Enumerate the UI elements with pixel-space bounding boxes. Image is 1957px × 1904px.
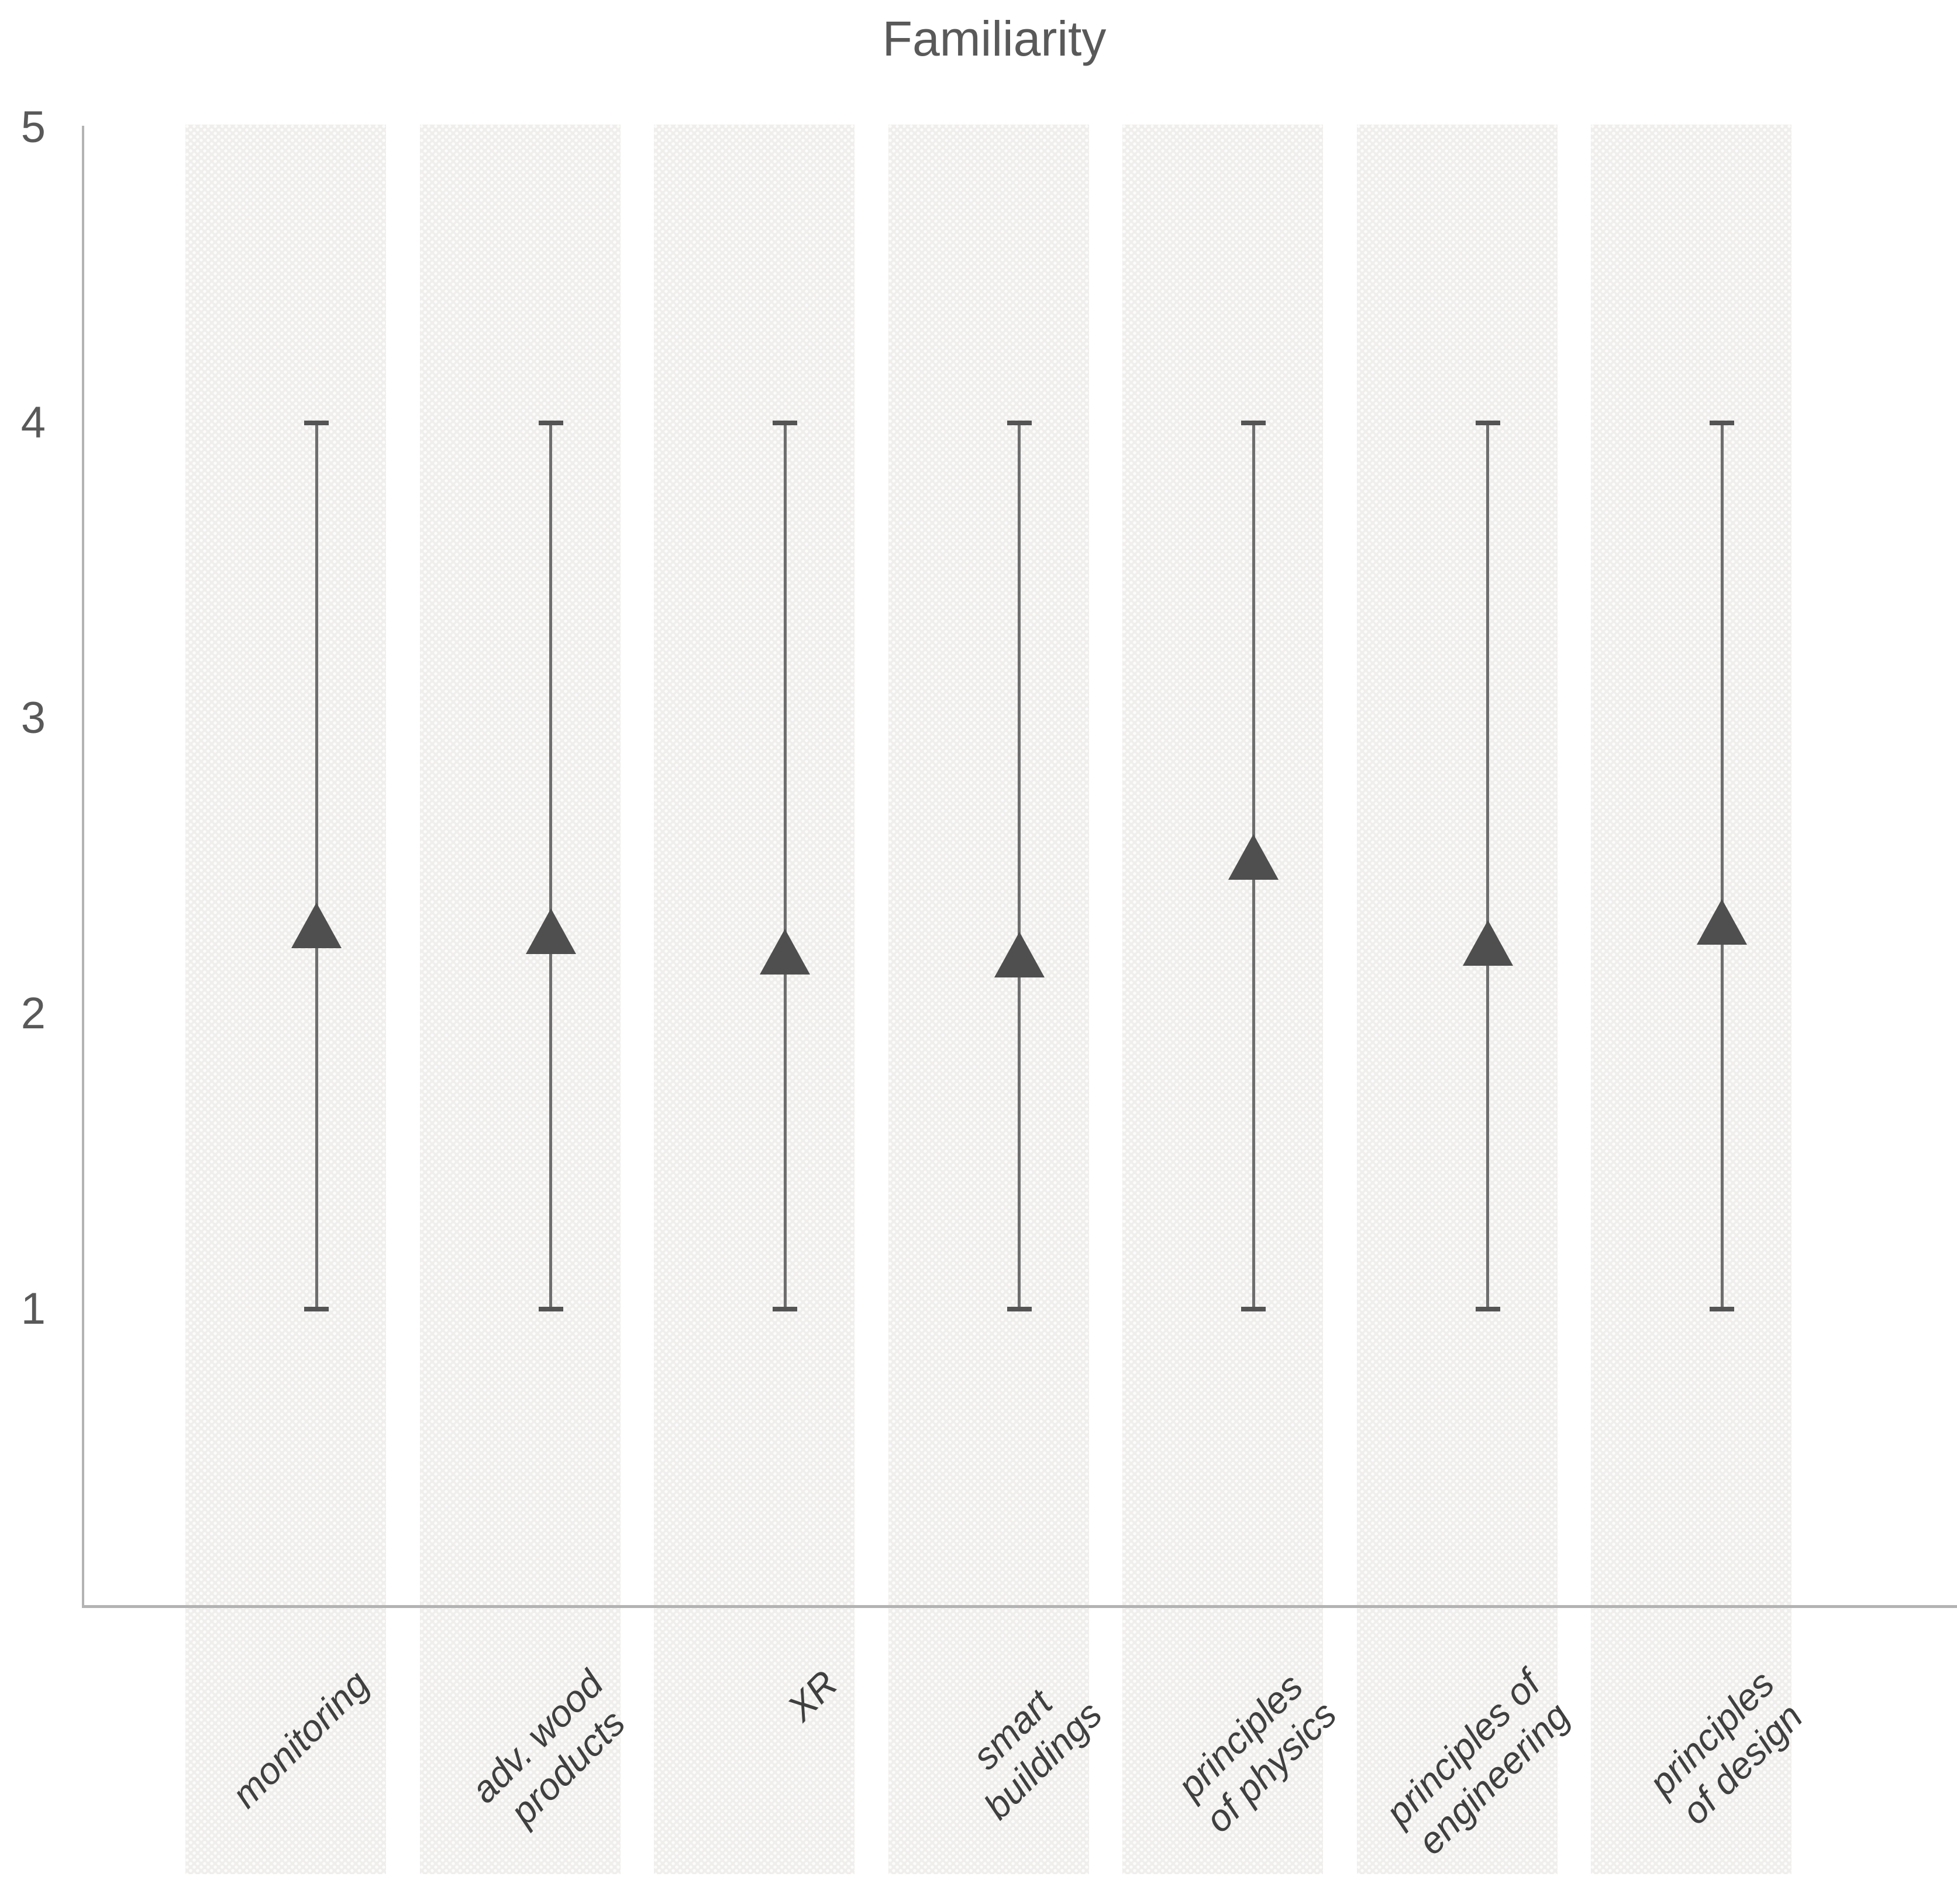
y-axis-tick-label: 2 [20,989,46,1038]
range-cap-bottom [773,1307,797,1311]
y-axis-tick-label: 5 [20,102,46,152]
range-whisker-line [315,423,318,1309]
x-axis-line [82,1605,1957,1608]
mean-triangle-marker [1697,899,1747,945]
mean-triangle-marker [1462,920,1513,966]
mean-triangle-marker [1228,834,1279,880]
range-cap-bottom [304,1307,329,1311]
range-cap-bottom [1710,1307,1734,1311]
range-cap-bottom [1241,1307,1266,1311]
range-cap-top [773,421,797,425]
range-cap-bottom [538,1307,563,1311]
range-cap-top [304,421,329,425]
range-whisker-line [1486,423,1489,1309]
category-band [654,125,855,1874]
category-band [419,125,621,1874]
range-whisker-line [1720,423,1724,1309]
range-whisker-line [549,423,552,1309]
y-axis-line [82,126,84,1607]
range-cap-top [1475,421,1500,425]
range-cap-top [1007,421,1032,425]
mean-triangle-marker [525,908,576,954]
y-axis-tick-label: 3 [20,693,46,743]
category-band [1356,125,1558,1874]
range-whisker-line [783,423,787,1309]
category-band [1122,125,1323,1874]
chart-title: Familiarity [882,11,1107,66]
mean-triangle-marker [760,928,810,975]
category-band [1591,125,1791,1874]
y-axis-tick-label: 1 [20,1284,46,1334]
mean-triangle-marker [994,932,1045,977]
range-cap-top [1241,421,1266,425]
range-whisker-line [1018,423,1021,1309]
range-cap-bottom [1007,1307,1032,1311]
range-cap-bottom [1475,1307,1500,1311]
category-band [185,125,386,1874]
range-cap-top [538,421,563,425]
mean-triangle-marker [291,902,342,948]
y-axis-tick-label: 4 [20,398,46,447]
category-band [888,125,1089,1874]
range-cap-top [1710,421,1734,425]
